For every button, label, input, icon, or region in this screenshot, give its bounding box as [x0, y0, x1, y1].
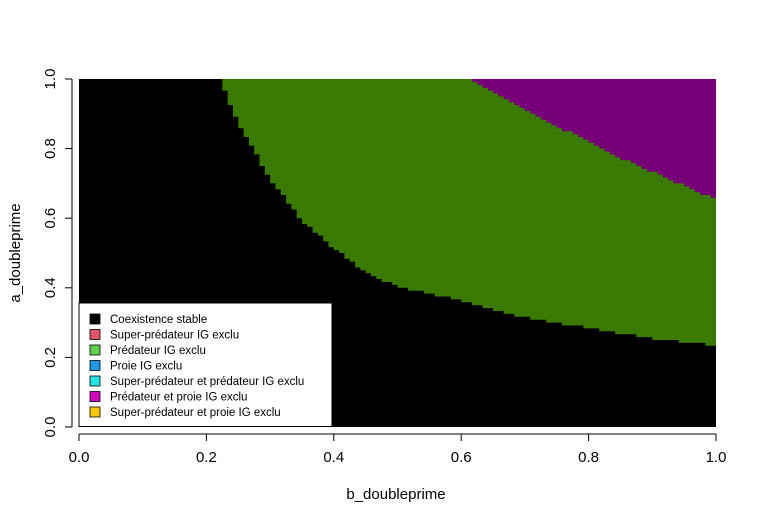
legend-swatch: [89, 375, 101, 387]
legend-entry-label: Super-prédateur et proie IG exclu: [110, 407, 281, 419]
legend: Coexistence stable Super-prédateur IG exc…: [78, 302, 333, 427]
y-tick-label: 1.0: [42, 69, 59, 90]
y-tick-label: 0.8: [42, 138, 59, 159]
legend-box: [78, 302, 333, 427]
x-tick-label: 0.4: [323, 449, 344, 466]
legend-entry-label: Proie IG exclu: [110, 361, 182, 373]
x-tick-label: 0.0: [69, 449, 90, 466]
y-axis-label: a_doubleprime: [7, 203, 24, 302]
legend-swatch: [89, 313, 101, 325]
legend-swatch: [89, 360, 101, 371]
legend-entry-label: Prédateur IG exclu: [110, 345, 206, 357]
y-tick-label: 0.6: [42, 208, 59, 229]
x-tick-label: 1.0: [706, 449, 727, 466]
legend-entry-label: Super-prédateur et prédateur IG exclu: [110, 376, 304, 388]
legend-swatch: [89, 391, 101, 402]
y-tick-label: 0.0: [42, 417, 59, 438]
legend-swatch: [89, 406, 101, 418]
legend-swatch: [89, 344, 101, 356]
y-tick-label: 0.2: [42, 347, 59, 368]
y-tick-label: 0.4: [42, 277, 59, 298]
legend-entry-label: Coexistence stable: [110, 314, 207, 326]
x-tick-label: 0.6: [451, 449, 472, 466]
x-tick-label: 0.8: [578, 449, 599, 466]
region-predateur-proie-exclu: [466, 79, 716, 198]
axes: 0.0 0.2 0.4 0.6 0.8 1.0 0.0 0.2 0.4 0.6 0.8 1.0: [42, 69, 726, 466]
x-tick-label: 0.2: [196, 449, 217, 466]
legend-swatch: [89, 329, 101, 340]
x-axis-label: b_doubleprime: [346, 486, 445, 503]
legend-entry-label: Prédateur et proie IG exclu: [110, 392, 247, 404]
region-predateur-exclu: [217, 79, 716, 346]
legend-entry-label: Super-prédateur IG exclu: [110, 330, 239, 342]
